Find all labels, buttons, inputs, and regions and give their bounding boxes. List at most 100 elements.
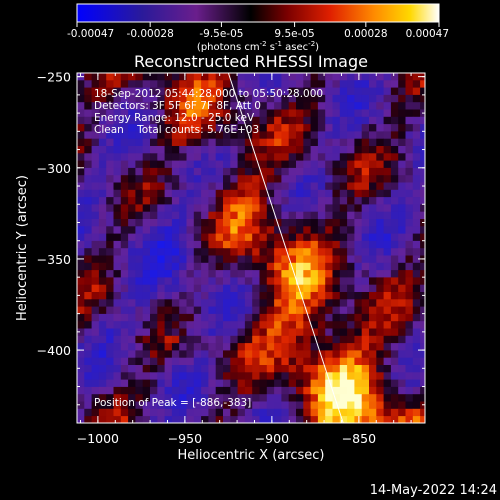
heatmap-pixel [310, 321, 319, 329]
heatmap-pixel [91, 328, 100, 337]
heatmap-pixel [164, 343, 173, 351]
heatmap-pixel [266, 277, 275, 286]
heatmap-pixel [150, 270, 158, 278]
heatmap-pixel [354, 299, 363, 307]
heatmap-pixel [77, 160, 85, 169]
heatmap-pixel [223, 233, 231, 242]
heatmap-pixel [208, 131, 217, 140]
heatmap-pixel [237, 189, 246, 198]
heatmap-pixel [274, 204, 282, 213]
heatmap-pixel [186, 175, 195, 183]
heatmap-pixel [412, 233, 421, 242]
heatmap-pixel [223, 80, 231, 88]
heatmap-pixel [252, 416, 260, 423]
heatmap-pixel [296, 321, 304, 329]
heatmap-pixel [383, 270, 392, 278]
heatmap-pixel [412, 167, 421, 176]
heatmap-pixel [237, 270, 246, 278]
heatmap-pixel [281, 167, 290, 176]
heatmap-pixel [215, 189, 224, 198]
x-tick-label: −1000 [77, 431, 119, 446]
heatmap-pixel [98, 365, 107, 373]
heatmap-pixel [84, 299, 92, 307]
heatmap-pixel [369, 299, 377, 307]
heatmap-pixel [208, 160, 217, 169]
heatmap-pixel [84, 94, 92, 103]
heatmap-pixel [208, 313, 217, 322]
heatmap-pixel [237, 204, 246, 213]
heatmap-pixel [244, 80, 253, 88]
heatmap-pixel [171, 109, 180, 118]
heatmap-pixel [84, 343, 92, 351]
heatmap-pixel [398, 386, 406, 395]
heatmap-pixel [252, 277, 260, 286]
heatmap-pixel [215, 226, 224, 234]
heatmap-pixel [339, 80, 348, 88]
heatmap-pixel [398, 270, 406, 278]
heatmap-pixel [106, 102, 114, 110]
heatmap-pixel [223, 73, 231, 81]
heatmap-pixel [405, 328, 414, 337]
heatmap-pixel [215, 182, 224, 191]
heatmap-pixel [325, 73, 333, 81]
heatmap-pixel [201, 109, 209, 118]
heatmap-pixel [142, 343, 151, 351]
heatmap-pixel [288, 167, 297, 176]
heatmap-pixel [223, 153, 231, 161]
heatmap-pixel [281, 335, 290, 344]
heatmap-pixel [303, 73, 311, 81]
heatmap-pixel [208, 124, 217, 132]
heatmap-pixel [325, 335, 333, 344]
heatmap-pixel [354, 401, 363, 410]
heatmap-pixel [193, 365, 202, 373]
heatmap-pixel [405, 219, 414, 227]
heatmap-pixel [120, 219, 129, 227]
heatmap-pixel [157, 219, 165, 227]
heatmap-pixel [98, 277, 107, 286]
heatmap-pixel [310, 277, 319, 286]
heatmap-pixel [244, 416, 253, 423]
heatmap-pixel [390, 394, 399, 402]
heatmap-pixel [171, 357, 180, 366]
heatmap-pixel [288, 379, 297, 388]
heatmap-pixel [412, 365, 421, 373]
heatmap-pixel [128, 131, 136, 140]
heatmap-pixel [193, 262, 202, 271]
heatmap-pixel [135, 270, 144, 278]
heatmap-pixel [281, 343, 290, 351]
heatmap-pixel [186, 219, 195, 227]
heatmap-pixel [420, 197, 425, 205]
colorbar-tick-label: 0.00047 [406, 28, 449, 40]
heatmap-pixel [113, 335, 122, 344]
heatmap-pixel [157, 248, 165, 256]
heatmap-pixel [288, 335, 297, 344]
heatmap-pixel [281, 350, 290, 359]
heatmap-pixel [259, 94, 268, 103]
heatmap-pixel [215, 233, 224, 242]
heatmap-pixel [77, 416, 85, 423]
heatmap-pixel [347, 270, 355, 278]
heatmap-pixel [354, 226, 363, 234]
heatmap-pixel [383, 160, 392, 169]
heatmap-pixel [317, 80, 326, 88]
heatmap-pixel [361, 240, 370, 249]
heatmap-pixel [303, 343, 311, 351]
heatmap-pixel [223, 284, 231, 293]
heatmap-pixel [135, 197, 144, 205]
heatmap-pixel [157, 372, 165, 380]
heatmap-pixel [237, 167, 246, 176]
heatmap-pixel [420, 299, 425, 307]
heatmap-pixel [412, 80, 421, 88]
heatmap-pixel [412, 313, 421, 322]
heatmap-pixel [405, 357, 414, 366]
heatmap-pixel [77, 240, 85, 249]
heatmap-pixel [274, 109, 282, 118]
heatmap-pixel [347, 182, 355, 191]
heatmap-pixel [106, 292, 114, 300]
heatmap-pixel [120, 248, 129, 256]
heatmap-pixel [310, 175, 319, 183]
heatmap-pixel [193, 299, 202, 307]
heatmap-pixel [266, 306, 275, 315]
heatmap-pixel [376, 416, 384, 423]
heatmap-pixel [332, 116, 341, 125]
